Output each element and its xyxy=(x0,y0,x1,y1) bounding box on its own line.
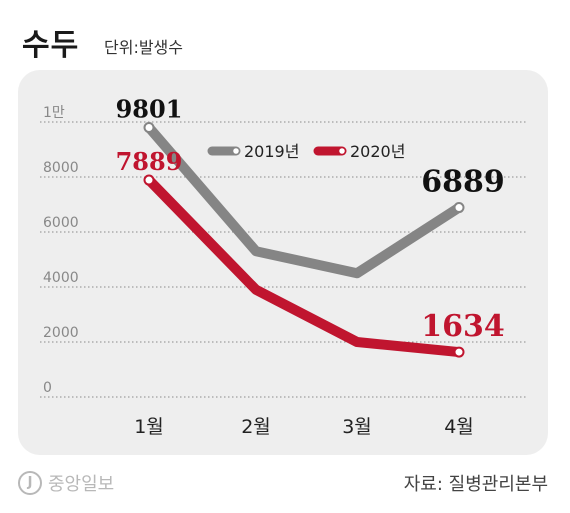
data-label: 9801 xyxy=(116,94,183,123)
data-labels: 9801 6889 7889 1634 xyxy=(116,94,505,344)
y-tick-label: 6000 xyxy=(43,215,79,231)
y-axis-ticks: 1만 8000 6000 4000 2000 0 xyxy=(43,105,79,396)
chart-title: 수두 xyxy=(22,28,80,63)
y-tick-label: 8000 xyxy=(43,160,79,176)
grid-lines xyxy=(40,121,528,398)
x-tick-label: 2월 xyxy=(241,416,271,438)
publisher-name: 중앙일보 xyxy=(48,474,115,495)
y-tick-label: 4000 xyxy=(43,270,79,286)
x-tick-label: 3월 xyxy=(342,416,372,438)
publisher-logo: J 중앙일보 xyxy=(18,470,114,496)
legend: 2019년 2020년 xyxy=(207,142,405,161)
endpoint-marker xyxy=(143,121,155,133)
unit-label: 단위:발생수 xyxy=(104,38,183,57)
x-tick-label: 1월 xyxy=(134,416,164,438)
legend-label: 2020년 xyxy=(350,142,405,161)
y-tick-label: 0 xyxy=(43,380,52,396)
source-credit: 자료: 질병관리본부 xyxy=(403,474,548,495)
series-lines xyxy=(143,121,465,358)
y-tick-label: 2000 xyxy=(43,325,79,341)
x-axis-ticks: 1월 2월 3월 4월 xyxy=(134,416,474,438)
x-tick-label: 4월 xyxy=(444,416,474,438)
endpoint-marker xyxy=(143,174,155,186)
chart-panel xyxy=(18,70,548,455)
legend-swatch-marker xyxy=(231,146,241,156)
logo-mark-icon: J xyxy=(18,471,42,495)
legend-label: 2019년 xyxy=(244,142,299,161)
data-label: 6889 xyxy=(421,165,505,200)
legend-swatch-marker xyxy=(337,146,347,156)
series-line xyxy=(144,122,464,279)
data-label: 1634 xyxy=(421,309,505,344)
data-label: 7889 xyxy=(116,147,183,176)
endpoint-marker xyxy=(453,346,465,358)
y-tick-label: 1만 xyxy=(43,105,65,121)
series-line xyxy=(144,175,464,358)
endpoint-marker xyxy=(453,202,465,214)
